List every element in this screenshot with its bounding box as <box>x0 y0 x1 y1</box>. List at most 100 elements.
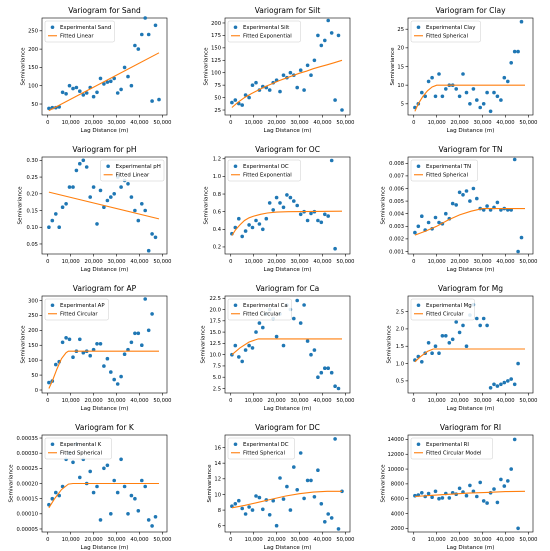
legend-box <box>44 298 109 321</box>
data-point <box>468 102 472 106</box>
y-tick-label: 7.5 <box>213 364 221 370</box>
y-axis-label: Semivariance <box>204 47 210 86</box>
x-tick-label: 20,000 <box>85 537 103 543</box>
data-point <box>250 508 255 512</box>
y-tick-label: 10.0 <box>209 352 221 358</box>
legend: Experimental Sand Fitted Linear <box>44 20 115 43</box>
x-tick-label: 0 <box>412 398 415 404</box>
y-tick-label: 75 <box>214 83 221 89</box>
legend-entry: Experimental Clay <box>426 25 476 31</box>
x-tick-label: 20,000 <box>85 259 103 265</box>
data-point <box>295 85 300 90</box>
data-point <box>129 195 134 199</box>
chart-panel: Variogram for pH 0 10,000 20,000 30,000 40,00… <box>18 145 172 273</box>
data-point <box>464 90 469 95</box>
data-point <box>240 359 244 364</box>
y-tick-label: 0.25 <box>26 175 38 181</box>
data-point <box>506 79 510 84</box>
x-tick-label: 50,000 <box>336 120 354 126</box>
x-axis-label: Lag Distance (m) <box>81 267 129 273</box>
y-tick-label: 20 <box>397 46 404 52</box>
x-tick-label: 10,000 <box>62 259 80 265</box>
data-point <box>433 489 438 494</box>
data-point <box>98 342 103 346</box>
data-point <box>136 218 141 223</box>
data-point <box>143 297 147 301</box>
data-point <box>475 494 479 499</box>
y-axis-label: Semivariance <box>8 464 14 503</box>
y-tick-label: 10000 <box>387 467 404 473</box>
chart-title: Variogram for RI <box>440 423 501 432</box>
data-point <box>261 227 265 232</box>
data-point <box>495 500 500 505</box>
data-point <box>102 364 106 368</box>
x-tick-label: 30,000 <box>290 537 308 543</box>
data-point <box>274 195 279 200</box>
data-point <box>295 488 300 492</box>
data-point <box>302 496 306 501</box>
data-point <box>112 377 116 382</box>
chart-title: Variogram for AP <box>73 284 137 293</box>
x-tick-label: 20,000 <box>85 120 103 126</box>
data-point <box>305 218 310 223</box>
fitted-line <box>414 348 525 363</box>
data-point <box>67 185 72 189</box>
x-axis-label: Lag Distance (m) <box>81 545 129 551</box>
data-point <box>433 215 438 220</box>
y-tick-label: 0.00010 <box>17 512 38 518</box>
x-tick-label: 40,000 <box>130 259 148 265</box>
data-point <box>329 516 334 520</box>
y-tick-label: 15.0 <box>209 330 221 336</box>
y-tick-label: 20.0 <box>209 307 221 313</box>
y-axis-label: Semivariance <box>387 325 393 364</box>
data-point <box>298 212 303 217</box>
data-point <box>136 509 141 513</box>
legend: Experimental pH Fitted Linear <box>100 159 165 182</box>
data-point <box>64 202 68 206</box>
y-tick-label: 150 <box>28 65 38 71</box>
data-point <box>440 496 445 500</box>
x-tick-label: 50,000 <box>153 120 171 126</box>
x-tick-label: 40,000 <box>313 398 331 404</box>
legend: Experimental TN Fitted Spherical <box>410 159 478 182</box>
data-point <box>475 98 479 102</box>
x-tick-label: 20,000 <box>451 259 469 265</box>
x-tick-label: 30,000 <box>473 259 491 265</box>
legend-point-marker <box>233 442 238 447</box>
y-tick-label: 12.5 <box>209 341 221 347</box>
x-tick-label: 40,000 <box>313 537 331 543</box>
data-point <box>247 343 251 348</box>
data-point <box>516 361 520 366</box>
data-point <box>295 298 300 303</box>
data-point <box>420 214 424 218</box>
data-point <box>140 343 144 348</box>
data-point <box>122 352 127 357</box>
data-point <box>420 90 424 95</box>
y-tick-label: 5 <box>401 102 404 108</box>
legend: Experimental AP Fitted Circular <box>44 298 109 321</box>
legend: Experimental Mg Fitted Circular <box>410 298 475 321</box>
data-point <box>254 218 258 223</box>
data-point <box>233 343 238 348</box>
data-point <box>67 337 72 342</box>
data-point <box>433 94 438 99</box>
fitted-line <box>231 490 342 509</box>
y-tick-label: 12000 <box>387 452 404 458</box>
x-axis-label: Lag Distance (m) <box>447 128 495 134</box>
chart-panel: Variogram for AP 0 10,000 20,000 30,000 40,00… <box>21 284 172 412</box>
legend-box <box>410 298 475 321</box>
data-point <box>437 496 441 501</box>
y-tick-label: 1.0 <box>396 361 404 367</box>
x-axis-label: Lag Distance (m) <box>264 406 312 412</box>
data-point <box>60 90 65 95</box>
data-point <box>133 43 137 48</box>
y-tick-label: 0.5 <box>396 379 404 385</box>
data-point <box>336 527 341 531</box>
legend: Experimental RI Fitted Circular Model <box>410 437 493 460</box>
x-axis-label: Lag Distance (m) <box>81 128 129 134</box>
legend-entry: Fitted Spherical <box>426 173 468 179</box>
data-point <box>64 92 68 96</box>
data-point <box>454 87 459 91</box>
legend: Experimental Ca Fitted Circular <box>227 298 292 321</box>
x-tick-label: 20,000 <box>451 120 469 126</box>
